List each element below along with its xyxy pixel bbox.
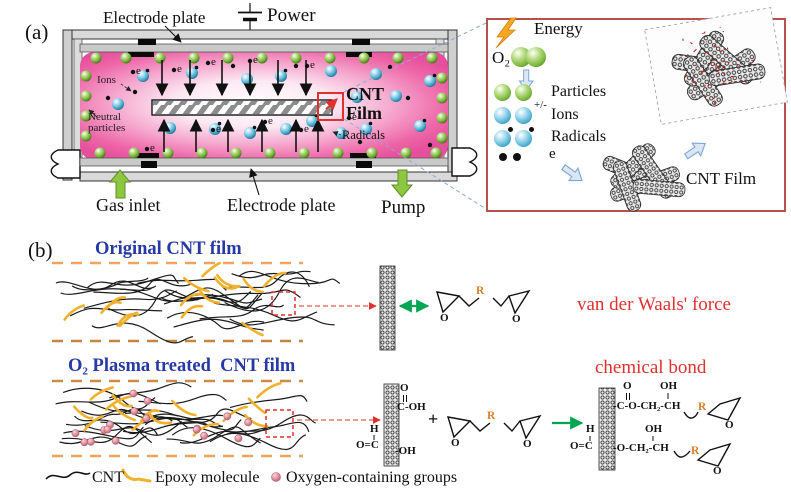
epoxy-molecule-reactant	[447, 415, 541, 439]
cnt-film-sample	[151, 99, 333, 116]
left-pipe	[50, 149, 81, 179]
treated-film-network	[55, 381, 316, 450]
zoom-connector-top	[343, 22, 487, 93]
electrode-top-pointer	[164, 25, 182, 43]
gas-inlet-arrow	[108, 169, 132, 199]
legend-cnt-icon	[45, 471, 91, 480]
cnt-tube-original	[379, 265, 396, 351]
treated-zoom-box	[265, 409, 294, 438]
frame-top-bar	[62, 29, 458, 40]
cnt-tube-treated	[383, 383, 400, 467]
film-zoom-box	[317, 92, 344, 121]
plasma-chamber	[50, 3, 487, 210]
original-film-network	[55, 261, 341, 344]
neutral-pointer	[88, 109, 98, 118]
energy-bolt-icon	[495, 17, 517, 49]
right-pipe	[451, 147, 478, 177]
detail-box	[486, 7, 788, 214]
bond-marks	[373, 393, 669, 441]
original-zoom-box	[271, 291, 296, 316]
radicals-pointer	[332, 131, 342, 137]
bottom-electrode	[79, 157, 449, 167]
cnt-tube-product	[598, 387, 616, 471]
frame-left-column	[62, 29, 73, 181]
legend-oxygen-icon	[271, 472, 281, 482]
electrode-clamps	[128, 39, 376, 168]
epoxy-molecule-vdw	[436, 290, 530, 314]
power-symbol	[238, 3, 262, 30]
ions-pointer	[120, 83, 132, 92]
electrode-bottom-pointer	[249, 168, 260, 196]
pump-arrow	[390, 169, 414, 198]
top-electrode	[79, 43, 449, 53]
zoom-connector-bottom	[343, 118, 487, 210]
legend-epoxy-icon	[121, 468, 152, 483]
epoxide-product-2	[697, 443, 731, 467]
epoxide-product-1	[707, 397, 741, 421]
film-comparison	[45, 261, 741, 483]
